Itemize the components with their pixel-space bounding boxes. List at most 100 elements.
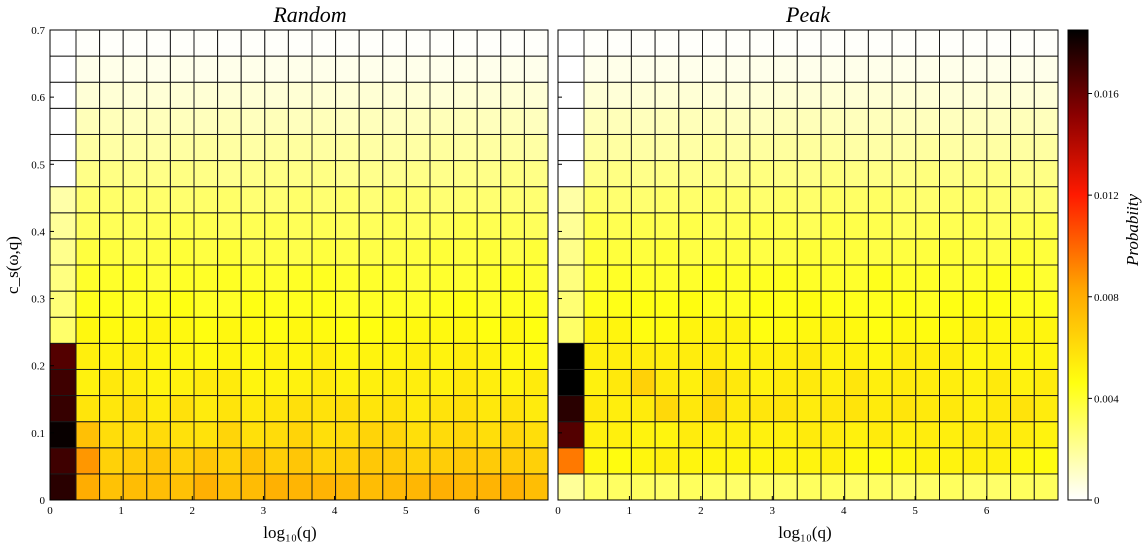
heatmap-cell xyxy=(264,368,289,397)
heatmap-cell xyxy=(749,473,775,501)
heatmap-cell xyxy=(962,186,988,214)
heatmap-cell xyxy=(429,186,455,214)
heatmap-cell xyxy=(264,447,289,475)
heatmap-cell xyxy=(311,447,337,475)
heatmap-cell xyxy=(405,447,431,475)
heatmap-cell xyxy=(217,29,242,57)
heatmap-cell xyxy=(405,29,431,57)
heatmap-cell xyxy=(607,133,632,162)
heatmap-cell xyxy=(358,107,384,135)
heatmap-cell xyxy=(725,395,751,423)
heatmap-cell xyxy=(335,342,360,370)
heatmap-cell xyxy=(986,342,1012,370)
heatmap-cell xyxy=(382,107,407,135)
heatmap-cell xyxy=(382,395,407,423)
heatmap-cell xyxy=(99,473,124,501)
heatmap-cell xyxy=(796,473,822,501)
heatmap-cell xyxy=(193,238,219,266)
heatmap-cell xyxy=(523,473,549,501)
heatmap-cell xyxy=(749,29,775,57)
x-tick-label: 3 xyxy=(770,505,776,517)
heatmap-cell xyxy=(500,342,525,370)
heatmap-cell xyxy=(500,395,525,423)
heatmap-cell xyxy=(193,264,219,292)
heatmap-cell xyxy=(287,55,313,83)
heatmap-cell xyxy=(1010,316,1035,344)
heatmap-cell xyxy=(122,316,148,344)
panel-title-random: Random xyxy=(272,2,346,27)
heatmap-cell xyxy=(939,447,964,475)
heatmap-cell xyxy=(122,395,148,423)
y-axis-label: c_s(ω,q) xyxy=(3,236,22,294)
heatmap-cell xyxy=(49,107,77,135)
heatmap-cell xyxy=(867,342,893,370)
heatmap-cell xyxy=(630,395,656,423)
heatmap-cell xyxy=(217,290,242,318)
heatmap-cell xyxy=(607,160,632,188)
heatmap-cell xyxy=(654,107,680,135)
heatmap-cell xyxy=(962,29,988,57)
heatmap-cell xyxy=(99,133,124,162)
heatmap-cell xyxy=(382,160,407,188)
heatmap-cell xyxy=(557,29,585,57)
heatmap-cell xyxy=(1033,238,1059,266)
heatmap-cell xyxy=(749,107,775,135)
heatmap-cell xyxy=(99,81,124,109)
heatmap-cell xyxy=(476,473,502,501)
heatmap-cell xyxy=(678,133,703,162)
heatmap-cell xyxy=(75,29,101,57)
heatmap-cell xyxy=(264,160,289,188)
x-tick-label: 3 xyxy=(261,505,267,517)
heatmap-cell xyxy=(1010,290,1035,318)
heatmap-cell xyxy=(986,368,1012,397)
heatmap-cell xyxy=(702,133,727,162)
heatmap-cell xyxy=(962,212,988,240)
heatmap-cell xyxy=(311,160,337,188)
heatmap-cell xyxy=(607,186,632,214)
heatmap-cell xyxy=(453,55,478,83)
heatmap-cell xyxy=(240,395,266,423)
heatmap-cell xyxy=(749,81,775,109)
heatmap-cell xyxy=(915,29,940,57)
heatmap-cell xyxy=(607,107,632,135)
panel-title-peak: Peak xyxy=(785,2,831,27)
heatmap-cell xyxy=(915,212,940,240)
heatmap-cell xyxy=(820,186,846,214)
heatmap-cell xyxy=(725,107,751,135)
heatmap-cell xyxy=(986,133,1012,162)
heatmap-cell xyxy=(844,290,869,318)
heatmap-cell xyxy=(1033,473,1059,501)
heatmap-cell xyxy=(1033,342,1059,370)
heatmap-cell xyxy=(796,55,822,83)
heatmap-cell xyxy=(939,55,964,83)
heatmap-cell xyxy=(264,290,289,318)
heatmap-cell xyxy=(429,107,455,135)
heatmap-cell xyxy=(500,264,525,292)
heatmap-cell xyxy=(217,342,242,370)
heatmap-cell xyxy=(217,212,242,240)
heatmap-cell xyxy=(311,264,337,292)
heatmap-cell xyxy=(287,395,313,423)
y-tick-label: 0.6 xyxy=(31,92,45,104)
heatmap-cell xyxy=(939,421,964,449)
heatmap-cell xyxy=(725,447,751,475)
heatmap-cell xyxy=(702,316,727,344)
heatmap-cell xyxy=(523,29,549,57)
heatmap-cell xyxy=(725,421,751,449)
heatmap-cell xyxy=(169,238,195,266)
heatmap-cell xyxy=(429,160,455,188)
heatmap-cell xyxy=(702,368,727,397)
heatmap-cell xyxy=(607,212,632,240)
heatmap-cell xyxy=(773,264,798,292)
heatmap-cell xyxy=(773,55,798,83)
heatmap-cell xyxy=(264,29,289,57)
heatmap-cell xyxy=(939,290,964,318)
colorbar-label: Probabiity xyxy=(1123,194,1142,268)
heatmap-cell xyxy=(796,107,822,135)
heatmap-cell xyxy=(358,342,384,370)
heatmap-cell xyxy=(146,29,171,57)
heatmap-cell xyxy=(678,186,703,214)
heatmap-cell xyxy=(500,160,525,188)
heatmap-cell xyxy=(382,342,407,370)
heatmap-cell xyxy=(193,107,219,135)
